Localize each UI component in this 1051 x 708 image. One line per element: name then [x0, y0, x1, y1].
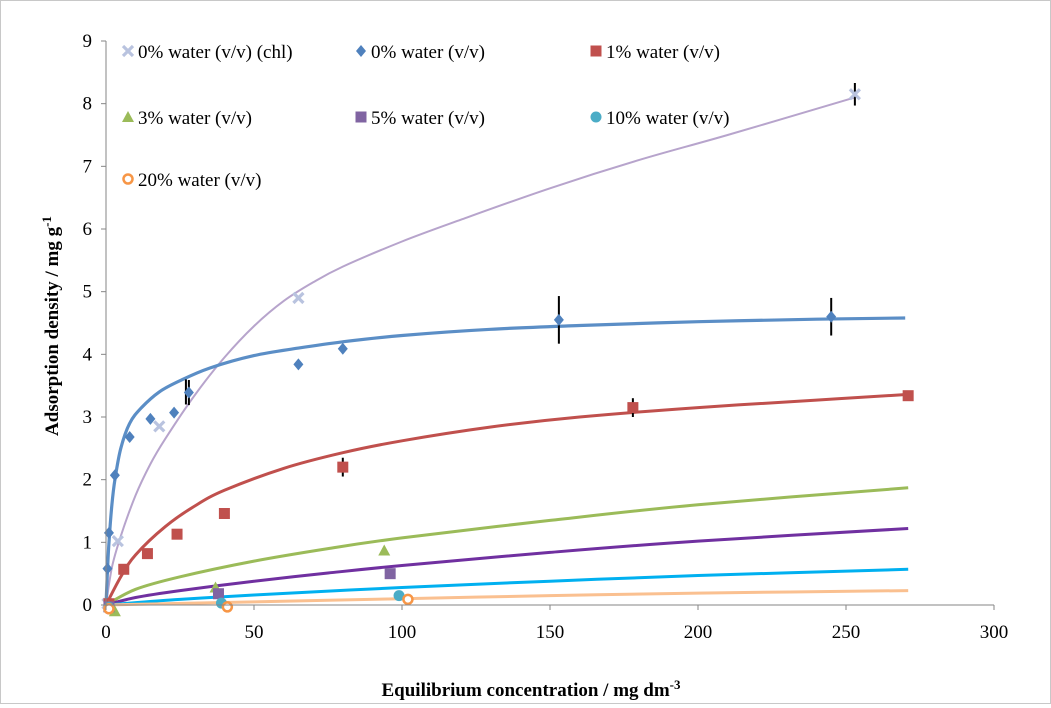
legend-marker [355, 111, 367, 123]
data-point-series-3 [627, 402, 639, 414]
x-axis-title: Equilibrium concentration / mg dm-3 [381, 677, 681, 701]
data-point-series-7 [402, 593, 414, 606]
x-tick-label: 150 [536, 622, 565, 643]
y-tick-label: 0 [83, 595, 93, 616]
legend-label: 0% water (v/v) [371, 42, 485, 63]
data-point-series-7 [103, 603, 115, 615]
data-point-series-2 [124, 431, 135, 444]
legend: 0% water (v/v) (chl) 0% water (v/v) 1% wat… [121, 42, 729, 191]
fit-curve-series-2 [104, 316, 906, 606]
legend-marker [121, 44, 135, 58]
y-tick-label: 5 [83, 282, 93, 303]
legend-marker [590, 45, 602, 57]
data-point-series-3 [337, 461, 349, 473]
legend-item: 0% water (v/v) [356, 42, 485, 63]
legend-label: 20% water (v/v) [138, 170, 261, 191]
data-point-series-2 [337, 342, 348, 355]
legend-item: 3% water (v/v) [122, 108, 252, 129]
data-point-series-1 [292, 291, 305, 305]
fit-curve-series-4 [105, 486, 909, 607]
fit-curve-series-7 [105, 589, 909, 607]
data-point-series-2 [102, 562, 113, 575]
data-point-series-3 [902, 390, 914, 402]
fit-curve-series-1 [105, 96, 856, 606]
y-axis-title: Adsorption density / mg g-1 [39, 216, 63, 436]
y-tick-label: 8 [83, 94, 93, 115]
y-tick-label: 3 [83, 407, 93, 428]
data-point-series-5 [384, 568, 396, 580]
y-tick-label: 4 [83, 344, 93, 365]
x-tick-label: 200 [684, 622, 713, 643]
y-tick-label: 6 [83, 219, 93, 240]
data-point-series-3 [171, 528, 183, 540]
legend-label: 3% water (v/v) [138, 108, 252, 129]
legend-marker [122, 173, 134, 185]
legend-label: 0% water (v/v) (chl) [138, 42, 293, 63]
x-tick-label: 300 [980, 622, 1009, 643]
fit-curve-series-5 [105, 527, 909, 607]
x-tick-label: 0 [101, 622, 111, 643]
data-point-series-6 [393, 590, 405, 602]
fit-curve-series-6 [105, 567, 909, 607]
data-point-series-3 [218, 508, 230, 520]
data-points [101, 88, 914, 617]
legend-marker [356, 45, 366, 57]
fit-curves [104, 96, 909, 607]
legend-label: 5% water (v/v) [371, 108, 485, 129]
x-tick-label: 250 [832, 622, 861, 643]
data-point-series-2 [553, 313, 564, 326]
x-tick-label: 50 [245, 622, 264, 643]
legend-item: 5% water (v/v) [355, 108, 485, 129]
data-point-series-2 [293, 358, 304, 371]
y-tick-label: 2 [83, 470, 93, 491]
data-point-series-1 [111, 534, 124, 548]
data-point-series-2 [145, 412, 156, 425]
data-point-series-4 [378, 544, 391, 556]
axes: 0 1 2 3 4 5 6 7 8 9 0 50 100 150 200 250 300 [83, 31, 1009, 643]
legend-item: 10% water (v/v) [590, 108, 729, 129]
data-point-series-1 [848, 88, 862, 101]
data-point-series-2 [183, 386, 194, 399]
error-bars [184, 82, 856, 477]
x-tick-label: 100 [388, 622, 417, 643]
legend-marker [590, 111, 602, 123]
y-tick-label: 7 [83, 156, 93, 177]
legend-label: 1% water (v/v) [606, 42, 720, 63]
y-tick-label: 9 [83, 31, 93, 52]
data-point-series-2 [109, 469, 120, 482]
legend-item: 0% water (v/v) (chl) [121, 42, 293, 63]
legend-item: 1% water (v/v) [590, 42, 720, 63]
legend-marker [122, 111, 134, 122]
y-tick-label: 1 [83, 532, 93, 553]
legend-label: 10% water (v/v) [606, 108, 729, 129]
data-point-series-3 [118, 563, 130, 575]
legend-item: 20% water (v/v) [122, 170, 261, 191]
data-point-series-1 [153, 420, 166, 433]
data-point-series-3 [141, 548, 153, 560]
data-point-series-7 [221, 601, 234, 613]
fit-curve-series-3 [104, 392, 909, 606]
data-point-series-5 [212, 588, 224, 600]
data-point-series-2 [169, 406, 180, 419]
data-point-series-2 [826, 310, 837, 323]
